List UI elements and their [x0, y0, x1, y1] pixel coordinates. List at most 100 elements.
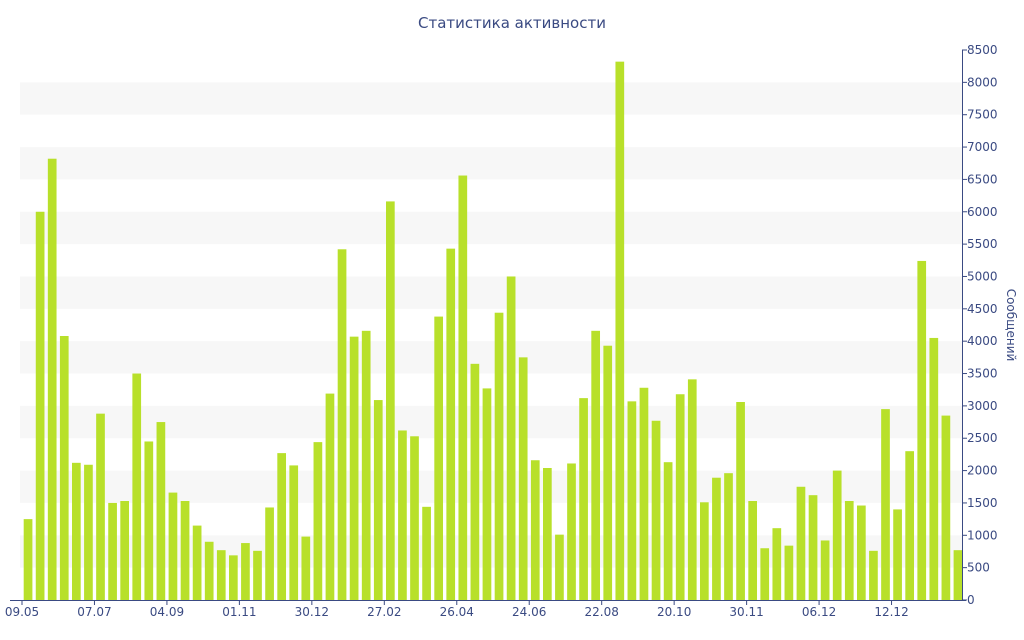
bar	[337, 249, 347, 601]
y-tick-label: 8000	[967, 75, 998, 89]
bar	[265, 507, 274, 600]
bar	[241, 543, 250, 600]
bar	[446, 248, 456, 600]
x-tick-label: 30.12	[295, 605, 329, 619]
bar	[857, 505, 866, 600]
bar	[120, 501, 130, 600]
bar	[772, 528, 782, 600]
x-tick-label: 26.04	[440, 605, 474, 619]
bar	[869, 550, 878, 600]
bar	[700, 502, 709, 600]
bar	[736, 402, 745, 600]
bar	[325, 393, 335, 600]
y-tick-label: 1000	[967, 528, 998, 542]
bar	[23, 519, 33, 600]
bar	[108, 502, 117, 600]
bar	[844, 501, 854, 600]
bar	[410, 436, 419, 600]
bar	[639, 387, 649, 600]
bar	[277, 453, 287, 600]
bar	[180, 501, 190, 600]
y-tick-label: 7000	[967, 140, 998, 154]
bar	[675, 394, 685, 600]
y-tick-label: 3000	[967, 399, 998, 413]
bar	[651, 420, 661, 600]
bar	[72, 462, 81, 600]
x-tick-label: 20.10	[657, 605, 691, 619]
bar	[349, 336, 359, 600]
bar	[820, 540, 830, 600]
y-tick-label: 4000	[967, 334, 998, 348]
bar	[313, 442, 323, 600]
bar	[470, 363, 480, 600]
bar	[832, 470, 842, 600]
y-tick-label: 500	[967, 561, 990, 575]
x-tick-label: 04.09	[150, 605, 184, 619]
bar	[905, 451, 915, 600]
bar	[253, 550, 262, 600]
y-tick-label: 2000	[967, 464, 998, 478]
bar	[47, 158, 57, 600]
bar	[579, 398, 588, 600]
bar	[168, 492, 178, 600]
y-tick-label: 5000	[967, 269, 998, 283]
grid-band	[20, 341, 962, 374]
y-tick-label: 5500	[967, 237, 998, 251]
bar	[518, 357, 528, 600]
bar	[204, 541, 214, 600]
grid-band	[20, 211, 962, 245]
bar	[760, 548, 770, 600]
bar	[543, 468, 552, 600]
bar	[144, 441, 154, 600]
bar	[893, 509, 902, 600]
bar	[941, 415, 951, 600]
x-tick-label: 01.11	[222, 605, 256, 619]
x-tick-label: 07.07	[77, 605, 111, 619]
bar	[301, 536, 311, 600]
x-tick-label: 09.05	[5, 605, 39, 619]
x-tick-label: 30.11	[729, 605, 763, 619]
y-tick-label: 0	[967, 593, 975, 607]
y-tick-label: 4500	[967, 302, 998, 316]
bar	[434, 316, 444, 600]
bar	[748, 501, 758, 600]
grid-band	[20, 276, 962, 309]
x-tick-label: 24.06	[512, 605, 546, 619]
bar	[603, 345, 613, 600]
bar	[361, 330, 371, 600]
bar	[712, 477, 721, 600]
bar	[59, 336, 69, 600]
bar	[929, 337, 939, 600]
bar	[398, 430, 407, 600]
bar	[216, 550, 226, 600]
x-tick-label: 22.08	[585, 605, 619, 619]
bar	[458, 175, 468, 600]
y-tick-label: 3500	[967, 367, 998, 381]
bar	[724, 473, 733, 600]
bar	[386, 201, 395, 600]
bar	[917, 260, 927, 600]
bar	[953, 550, 963, 600]
bar	[132, 373, 142, 600]
x-tick-label: 27.02	[367, 605, 401, 619]
y-tick-label: 2500	[967, 431, 998, 445]
bar	[784, 545, 794, 600]
bar	[494, 312, 504, 600]
x-tick-label: 12.12	[874, 605, 908, 619]
bar	[567, 463, 576, 600]
y-tick-label: 6500	[967, 172, 998, 186]
y-tick-label: 6000	[967, 205, 998, 219]
bar	[482, 388, 492, 600]
bar	[156, 422, 166, 600]
bar	[192, 525, 202, 600]
bar	[84, 464, 93, 600]
y-tick-label: 1500	[967, 496, 998, 510]
bar	[591, 330, 601, 600]
bar	[663, 462, 673, 600]
bar	[796, 486, 806, 600]
bar	[555, 534, 564, 600]
grid-band	[20, 147, 962, 180]
bar	[422, 506, 431, 600]
